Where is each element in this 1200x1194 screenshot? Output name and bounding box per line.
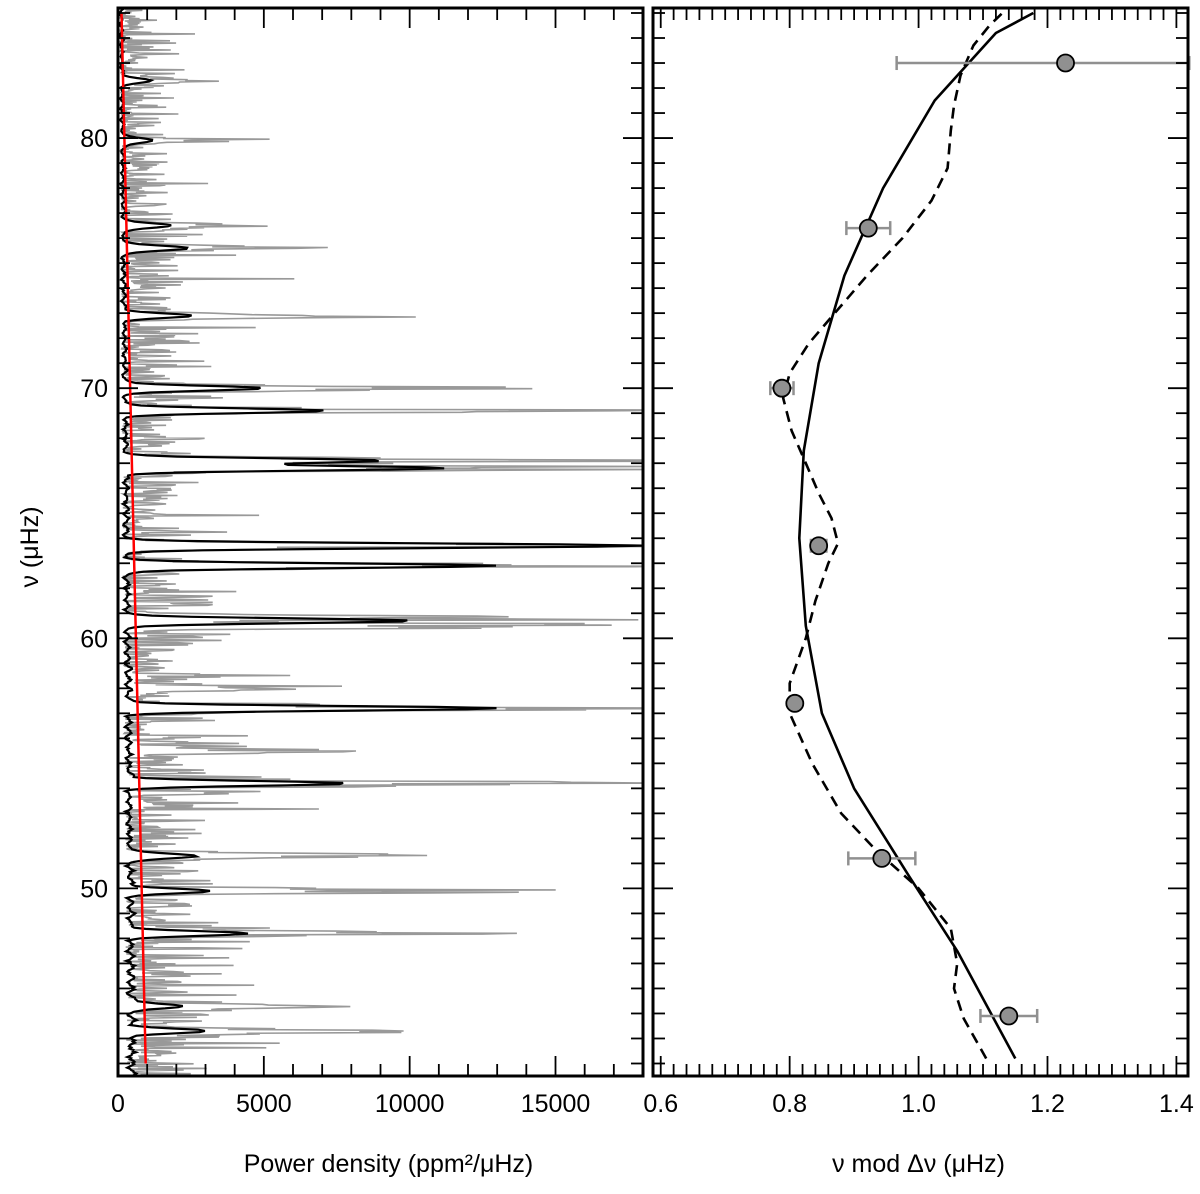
power-spectrum-plot-area xyxy=(118,8,643,1076)
y-tick-label: 50 xyxy=(80,875,108,903)
echelle-panel: 0.6 0.8 1.0 1.2 1.4 ν mod Δν (μHz) xyxy=(643,6,1194,1178)
power-spectrum-panel: 50 60 70 80 0 5000 10000 15000 Power density (p… xyxy=(16,6,645,1178)
x-tick-label: 10000 xyxy=(375,1090,445,1118)
y-tick-label: 80 xyxy=(80,125,108,153)
data-marker xyxy=(1056,53,1075,73)
echelle-plot-area xyxy=(769,11,1191,1060)
x-tick-label: 0.8 xyxy=(772,1090,807,1118)
power-spectrum-tick-labels: 50 60 70 80 0 5000 10000 15000 xyxy=(80,125,590,1118)
data-point xyxy=(785,693,805,713)
echelle-frame xyxy=(651,6,1190,1078)
dashed-fit-curve xyxy=(781,12,1004,1060)
data-marker xyxy=(785,693,805,713)
power-spectrum-x-axis-label: Power density (ppm²/μHz) xyxy=(244,1150,533,1178)
data-marker xyxy=(999,1006,1019,1026)
echelle-x-axis-label: ν mod Δν (μHz) xyxy=(832,1150,1005,1178)
data-point xyxy=(809,536,829,556)
echelle-ticks xyxy=(653,8,1188,1076)
x-tick-label: 0.6 xyxy=(643,1090,678,1118)
data-marker xyxy=(772,378,792,398)
x-tick-label: 1.4 xyxy=(1159,1090,1194,1118)
x-tick-label: 5000 xyxy=(236,1090,292,1118)
data-marker xyxy=(809,536,829,556)
x-tick-label: 0 xyxy=(111,1090,125,1118)
smoothed-power-spectrum-line xyxy=(118,8,643,1076)
data-point xyxy=(847,848,917,868)
data-point xyxy=(895,53,1191,73)
data-point xyxy=(845,218,892,238)
x-tick-label: 1.2 xyxy=(1030,1090,1065,1118)
data-point xyxy=(979,1006,1039,1026)
y-tick-label: 60 xyxy=(80,625,108,653)
power-spectrum-frame xyxy=(116,6,645,1078)
echelle-tick-labels: 0.6 0.8 1.0 1.2 1.4 xyxy=(643,1090,1194,1118)
y-tick-label: 70 xyxy=(80,375,108,403)
data-marker xyxy=(858,218,878,238)
data-marker xyxy=(872,848,892,868)
x-tick-label: 1.0 xyxy=(901,1090,936,1118)
frequency-y-axis-label: ν (μHz) xyxy=(16,506,44,587)
x-tick-label: 15000 xyxy=(521,1090,591,1118)
solid-fit-curve xyxy=(798,11,1034,1060)
power-spectrum-ticks xyxy=(117,8,644,1076)
data-point xyxy=(769,378,795,398)
